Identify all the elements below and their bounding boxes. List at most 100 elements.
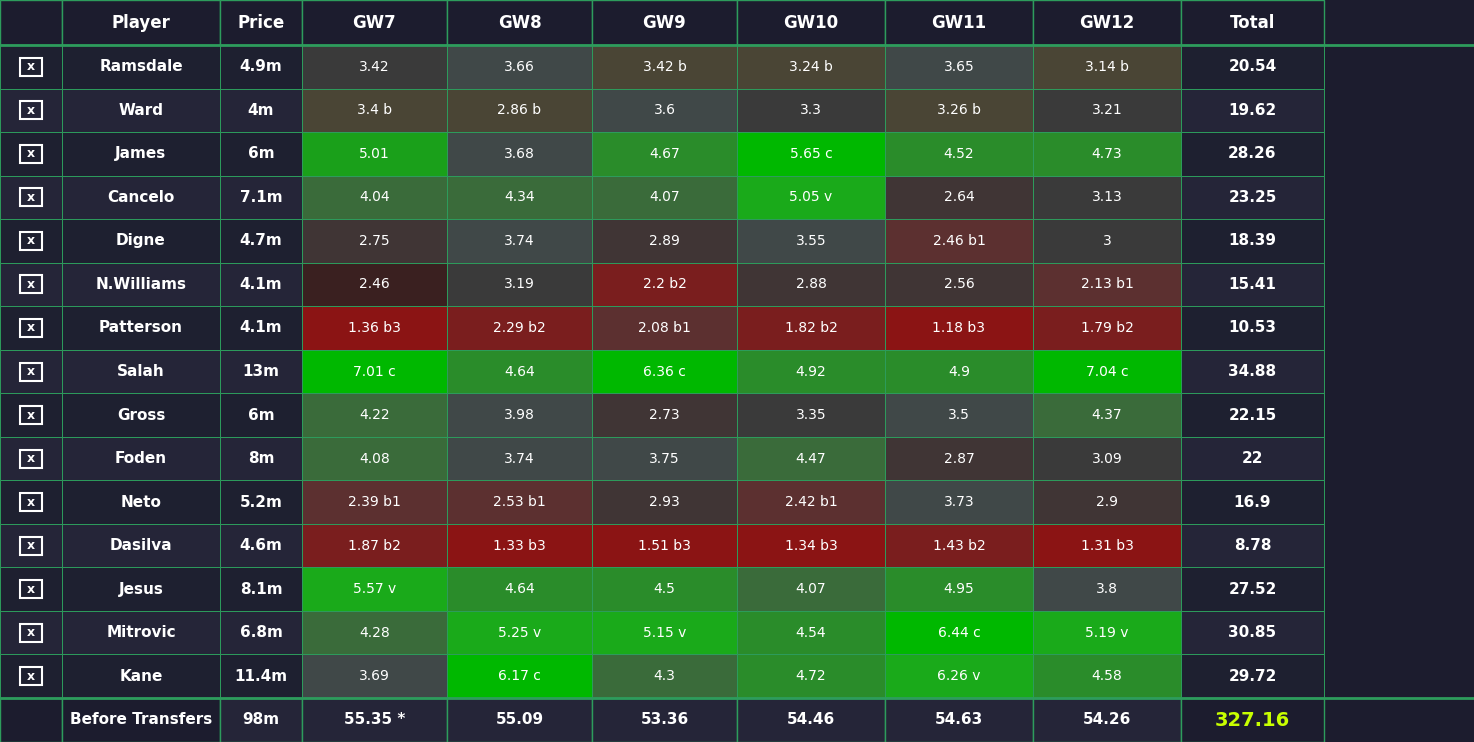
Text: 4.07: 4.07 bbox=[796, 582, 827, 596]
Text: x: x bbox=[27, 496, 35, 508]
Text: 23.25: 23.25 bbox=[1228, 190, 1276, 205]
Text: Jesus: Jesus bbox=[118, 582, 164, 597]
Bar bbox=[62, 0, 220, 45]
Bar bbox=[0, 263, 62, 306]
Bar bbox=[0, 480, 62, 524]
Text: x: x bbox=[27, 234, 35, 247]
Bar bbox=[447, 524, 593, 568]
Bar bbox=[302, 437, 447, 480]
Text: 4.04: 4.04 bbox=[360, 191, 389, 204]
Text: 2.42 b1: 2.42 b1 bbox=[784, 495, 837, 509]
Text: 5.19 v: 5.19 v bbox=[1085, 626, 1129, 640]
Bar bbox=[447, 45, 593, 88]
Bar bbox=[220, 263, 302, 306]
Bar bbox=[302, 263, 447, 306]
Bar bbox=[737, 437, 884, 480]
Bar bbox=[884, 480, 1033, 524]
Text: 1.33 b3: 1.33 b3 bbox=[494, 539, 545, 553]
Bar bbox=[1181, 393, 1324, 437]
Text: 11.4m: 11.4m bbox=[234, 669, 287, 683]
Bar bbox=[737, 393, 884, 437]
Text: 53.36: 53.36 bbox=[640, 712, 688, 727]
Text: 4.07: 4.07 bbox=[649, 191, 680, 204]
Bar bbox=[220, 437, 302, 480]
Text: 5.01: 5.01 bbox=[360, 147, 391, 161]
Bar bbox=[302, 219, 447, 263]
Text: 2.39 b1: 2.39 b1 bbox=[348, 495, 401, 509]
Bar bbox=[0, 88, 62, 132]
Bar bbox=[1181, 0, 1324, 45]
Text: 3.55: 3.55 bbox=[796, 234, 827, 248]
Text: GW11: GW11 bbox=[932, 13, 986, 31]
Text: 3.5: 3.5 bbox=[948, 408, 970, 422]
Text: 3.65: 3.65 bbox=[943, 60, 974, 73]
Bar bbox=[21, 493, 41, 511]
Bar bbox=[62, 611, 220, 654]
Bar bbox=[1033, 698, 1181, 742]
Text: 3.14 b: 3.14 b bbox=[1085, 60, 1129, 73]
Text: 5.57 v: 5.57 v bbox=[352, 582, 397, 596]
Text: Player: Player bbox=[112, 13, 171, 31]
Bar bbox=[447, 480, 593, 524]
Text: 4.92: 4.92 bbox=[796, 364, 827, 378]
Text: 3.19: 3.19 bbox=[504, 278, 535, 292]
Bar bbox=[220, 219, 302, 263]
Text: 1.36 b3: 1.36 b3 bbox=[348, 321, 401, 335]
Text: Ward: Ward bbox=[118, 103, 164, 118]
Bar bbox=[220, 45, 302, 88]
Bar bbox=[1181, 654, 1324, 698]
Text: x: x bbox=[27, 365, 35, 378]
Text: Digne: Digne bbox=[116, 234, 167, 249]
Text: 2.13 b1: 2.13 b1 bbox=[1080, 278, 1134, 292]
Text: 2.29 b2: 2.29 b2 bbox=[494, 321, 545, 335]
Bar bbox=[62, 263, 220, 306]
Bar bbox=[593, 306, 737, 349]
Bar bbox=[1181, 524, 1324, 568]
Text: 5.25 v: 5.25 v bbox=[498, 626, 541, 640]
Bar bbox=[1033, 480, 1181, 524]
Bar bbox=[593, 437, 737, 480]
Bar bbox=[884, 568, 1033, 611]
Text: x: x bbox=[27, 409, 35, 421]
Text: 8.1m: 8.1m bbox=[240, 582, 283, 597]
Text: 4.47: 4.47 bbox=[796, 452, 827, 465]
Bar bbox=[884, 306, 1033, 349]
Bar bbox=[447, 88, 593, 132]
Text: x: x bbox=[27, 670, 35, 683]
Bar bbox=[593, 263, 737, 306]
Text: 4.9m: 4.9m bbox=[240, 59, 283, 74]
Text: 2.64: 2.64 bbox=[943, 191, 974, 204]
Bar bbox=[1181, 306, 1324, 349]
Bar bbox=[0, 654, 62, 698]
Text: 3.69: 3.69 bbox=[360, 669, 391, 683]
Bar bbox=[884, 45, 1033, 88]
Text: Total: Total bbox=[1229, 13, 1275, 31]
Bar bbox=[447, 306, 593, 349]
Bar bbox=[884, 524, 1033, 568]
Bar bbox=[220, 132, 302, 176]
Text: James: James bbox=[115, 146, 167, 161]
Text: 4.34: 4.34 bbox=[504, 191, 535, 204]
Bar bbox=[62, 437, 220, 480]
Bar bbox=[220, 524, 302, 568]
Bar bbox=[1033, 437, 1181, 480]
Bar bbox=[1033, 132, 1181, 176]
Bar bbox=[21, 319, 41, 337]
Bar bbox=[737, 524, 884, 568]
Bar bbox=[62, 306, 220, 349]
Text: Gross: Gross bbox=[116, 407, 165, 422]
Bar bbox=[302, 132, 447, 176]
Bar bbox=[220, 88, 302, 132]
Bar bbox=[1033, 219, 1181, 263]
Bar bbox=[62, 132, 220, 176]
Bar bbox=[0, 132, 62, 176]
Text: 4.52: 4.52 bbox=[943, 147, 974, 161]
Text: 3.42 b: 3.42 b bbox=[643, 60, 687, 73]
Bar bbox=[62, 45, 220, 88]
Text: 1.31 b3: 1.31 b3 bbox=[1080, 539, 1134, 553]
Bar bbox=[593, 568, 737, 611]
Bar bbox=[593, 611, 737, 654]
Bar bbox=[302, 524, 447, 568]
Bar bbox=[21, 450, 41, 467]
Bar bbox=[593, 654, 737, 698]
